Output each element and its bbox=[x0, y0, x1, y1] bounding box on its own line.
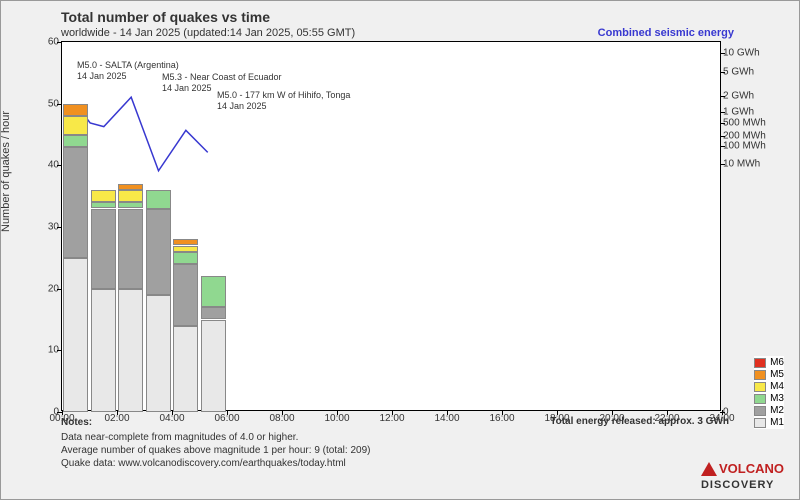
bar-segment-M5 bbox=[63, 104, 88, 116]
legend-label: M3 bbox=[770, 393, 784, 404]
bar-segment-M5 bbox=[173, 239, 198, 245]
plot-area: 0102030405060010 MWh100 MWh200 MWh500 MW… bbox=[61, 41, 721, 411]
legend-item-M5: M5 bbox=[754, 369, 784, 380]
bar-segment-M4 bbox=[173, 246, 198, 252]
bar-segment-M2 bbox=[63, 147, 88, 258]
legend-label: M4 bbox=[770, 381, 784, 392]
legend-item-M1: M1 bbox=[754, 417, 784, 428]
legend-item-M4: M4 bbox=[754, 381, 784, 392]
chart-title: Total number of quakes vs time bbox=[61, 9, 270, 25]
bar-segment-M3 bbox=[118, 202, 143, 208]
annotation: M5.0 - 177 km W of Hihifo, Tonga14 Jan 2… bbox=[217, 90, 350, 112]
logo: VOLCANO DISCOVERY bbox=[701, 461, 784, 491]
bar-segment-M1 bbox=[146, 295, 171, 412]
notes-title: Notes: bbox=[61, 416, 370, 429]
legend-label: M1 bbox=[770, 417, 784, 428]
legend-swatch bbox=[754, 358, 766, 368]
y-axis-left-label: Number of quakes / hour bbox=[0, 111, 12, 232]
logo-discovery: DISCOVERY bbox=[701, 479, 774, 491]
bar-segment-M3 bbox=[91, 202, 116, 208]
bar-segment-M3 bbox=[63, 135, 88, 147]
notes-line3: Quake data: www.volcanodiscovery.com/ear… bbox=[61, 457, 370, 470]
legend-item-M2: M2 bbox=[754, 405, 784, 416]
bar-segment-M5 bbox=[118, 184, 143, 190]
chart-container: Total number of quakes vs time worldwide… bbox=[0, 0, 800, 500]
y-right-tick-label: 5 GWh bbox=[723, 66, 754, 77]
bar-segment-M2 bbox=[201, 307, 226, 319]
bar-segment-M1 bbox=[63, 258, 88, 412]
logo-triangle-icon bbox=[701, 462, 717, 476]
legend-label: M2 bbox=[770, 405, 784, 416]
legend-swatch bbox=[754, 418, 766, 428]
bar-segment-M4 bbox=[63, 116, 88, 135]
bar-segment-M2 bbox=[173, 264, 198, 326]
legend-swatch bbox=[754, 394, 766, 404]
notes-line1: Data near-complete from magnitudes of 4.… bbox=[61, 431, 370, 444]
legend: M6M5M4M3M2M1 bbox=[754, 356, 784, 429]
legend-item-M6: M6 bbox=[754, 357, 784, 368]
energy-series-label: Combined seismic energy bbox=[598, 27, 734, 39]
legend-item-M3: M3 bbox=[754, 393, 784, 404]
bar-segment-M1 bbox=[201, 320, 226, 413]
bar-segment-M4 bbox=[91, 190, 116, 202]
notes-block: Notes: Data near-complete from magnitude… bbox=[61, 416, 370, 470]
notes-line2: Average number of quakes above magnitude… bbox=[61, 444, 370, 457]
legend-label: M5 bbox=[770, 369, 784, 380]
y-right-tick-label: 10 GWh bbox=[723, 48, 760, 59]
bar-segment-M1 bbox=[173, 326, 198, 412]
y-right-tick-label: 200 MWh bbox=[723, 131, 766, 142]
bar-segment-M3 bbox=[201, 276, 226, 307]
logo-olcano: OLCANO bbox=[728, 461, 784, 476]
bar-segment-M2 bbox=[118, 209, 143, 289]
logo-v: V bbox=[719, 461, 728, 476]
bar-segment-M1 bbox=[91, 289, 116, 412]
y-right-tick-label: 1 GWh bbox=[723, 107, 754, 118]
bar-segment-M2 bbox=[91, 209, 116, 289]
y-right-tick-label: 500 MWh bbox=[723, 118, 766, 129]
y-right-tick-label: 10 MWh bbox=[723, 159, 760, 170]
y-right-tick-label: 2 GWh bbox=[723, 90, 754, 101]
bar-segment-M3 bbox=[173, 252, 198, 264]
bar-segment-M2 bbox=[146, 209, 171, 295]
bar-segment-M1 bbox=[118, 289, 143, 412]
legend-swatch bbox=[754, 406, 766, 416]
legend-swatch bbox=[754, 370, 766, 380]
legend-swatch bbox=[754, 382, 766, 392]
chart-subtitle: worldwide - 14 Jan 2025 (updated:14 Jan … bbox=[61, 27, 355, 39]
total-energy-text: Total energy released: approx. 3 GWh bbox=[550, 416, 729, 427]
bar-segment-M3 bbox=[146, 190, 171, 209]
bar-segment-M4 bbox=[118, 190, 143, 202]
legend-label: M6 bbox=[770, 357, 784, 368]
